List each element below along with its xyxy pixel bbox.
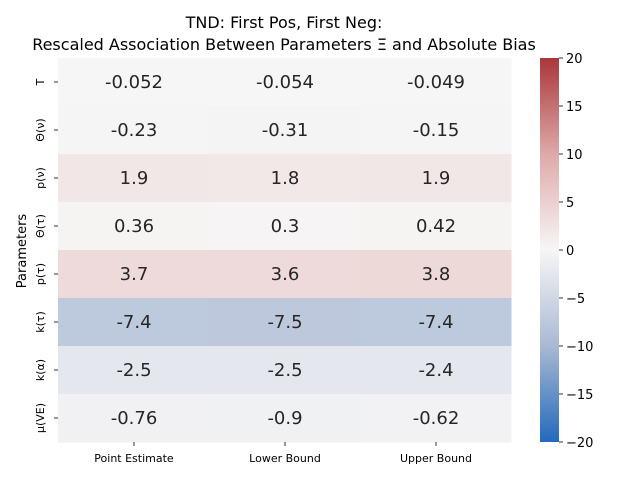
colorbar: [540, 58, 559, 442]
chart-title-line2: Rescaled Association Between Parameters …: [32, 35, 536, 54]
colorbar-tick-label: 10: [566, 148, 583, 163]
cell-value-label: 1.9: [120, 168, 149, 189]
heatmap-cell: [58, 298, 210, 347]
x-tick-label: Point Estimate: [94, 452, 174, 465]
colorbar-ticks: 20 15 10 5 0 −5 −10 −15 −20: [559, 52, 593, 451]
heatmap-cell: [58, 394, 210, 443]
colorbar-tick-label: 0: [566, 244, 574, 259]
heatmap-cell: [360, 298, 512, 347]
cell-value-label: -7.4: [418, 312, 453, 333]
colorbar-tick-label: 5: [566, 196, 574, 211]
heatmap-cell: [360, 106, 512, 155]
cell-value-label: -0.049: [407, 72, 465, 93]
cell-value-label: -7.5: [267, 312, 302, 333]
heatmap-cell: [209, 58, 361, 107]
y-tick-label: p(τ): [34, 263, 47, 285]
heatmap-cell: [209, 106, 361, 155]
cell-value-label: 3.6: [271, 264, 300, 285]
y-tick-label: Θ(τ): [34, 214, 47, 238]
cell-value-label: -0.052: [105, 72, 163, 93]
colorbar-tick-label: −20: [566, 436, 593, 451]
heatmap-cell: [58, 154, 210, 203]
heatmap-cell: [58, 202, 210, 251]
heatmap-cell: [209, 250, 361, 299]
x-axis-ticks: Point Estimate Lower Bound Upper Bound: [94, 442, 472, 465]
colorbar-tick-label: 20: [566, 52, 583, 67]
cell-value-label: -0.15: [413, 120, 460, 141]
heatmap-cell: [209, 154, 361, 203]
heatmap-cell-labels: -0.052 -0.054 -0.049 -0.23 -0.31 -0.15 1.9 1.8 1…: [105, 72, 465, 429]
heatmap-cell: [209, 202, 361, 251]
cell-value-label: -0.76: [111, 408, 158, 429]
cell-value-label: -2.5: [267, 360, 302, 381]
heatmap-cells: [58, 58, 512, 443]
y-tick-label: k(α): [34, 359, 47, 381]
cell-value-label: 0.3: [271, 216, 300, 237]
heatmap-cell: [360, 346, 512, 395]
y-tick-label: μ(VE): [34, 403, 47, 433]
heatmap-cell: [360, 154, 512, 203]
cell-value-label: 0.42: [416, 216, 456, 237]
heatmap-cell: [360, 202, 512, 251]
cell-value-label: -2.4: [418, 360, 453, 381]
cell-value-label: 3.7: [120, 264, 149, 285]
y-tick-label: Θ(ν): [34, 118, 47, 141]
y-axis-ticks: T Θ(ν) p(ν) Θ(τ) p(τ) k(τ) k(α) μ(VE): [34, 78, 58, 433]
cell-value-label: -0.31: [262, 120, 309, 141]
heatmap-cell: [58, 346, 210, 395]
cell-value-label: 1.8: [271, 168, 300, 189]
heatmap-cell: [209, 394, 361, 443]
heatmap-cell: [58, 106, 210, 155]
heatmap-cell: [209, 298, 361, 347]
x-tick-label: Upper Bound: [400, 452, 472, 465]
y-tick-label: T: [34, 78, 47, 86]
colorbar-tick-label: −10: [566, 340, 593, 355]
heatmap-cell: [360, 58, 512, 107]
heatmap-cell: [58, 250, 210, 299]
heatmap-cell: [58, 58, 210, 107]
cell-value-label: -0.054: [256, 72, 314, 93]
cell-value-label: -0.62: [413, 408, 460, 429]
cell-value-label: -7.4: [116, 312, 151, 333]
cell-value-label: -0.9: [267, 408, 302, 429]
colorbar-tick-label: 15: [566, 100, 583, 115]
y-tick-label: k(τ): [34, 311, 47, 333]
y-tick-label: p(ν): [34, 167, 47, 189]
heatmap-cell: [360, 250, 512, 299]
cell-value-label: 0.36: [114, 216, 154, 237]
cell-value-label: 3.8: [422, 264, 451, 285]
cell-value-label: -0.23: [111, 120, 158, 141]
cell-value-label: 1.9: [422, 168, 451, 189]
chart-title-line1: TND: First Pos, First Neg:: [185, 13, 383, 32]
colorbar-tick-label: −15: [566, 388, 593, 403]
colorbar-tick-label: −5: [566, 292, 585, 307]
y-axis-label: Parameters: [15, 214, 30, 289]
x-tick-label: Lower Bound: [249, 452, 321, 465]
heatmap-cell: [209, 346, 361, 395]
cell-value-label: -2.5: [116, 360, 151, 381]
heatmap-cell: [360, 394, 512, 443]
